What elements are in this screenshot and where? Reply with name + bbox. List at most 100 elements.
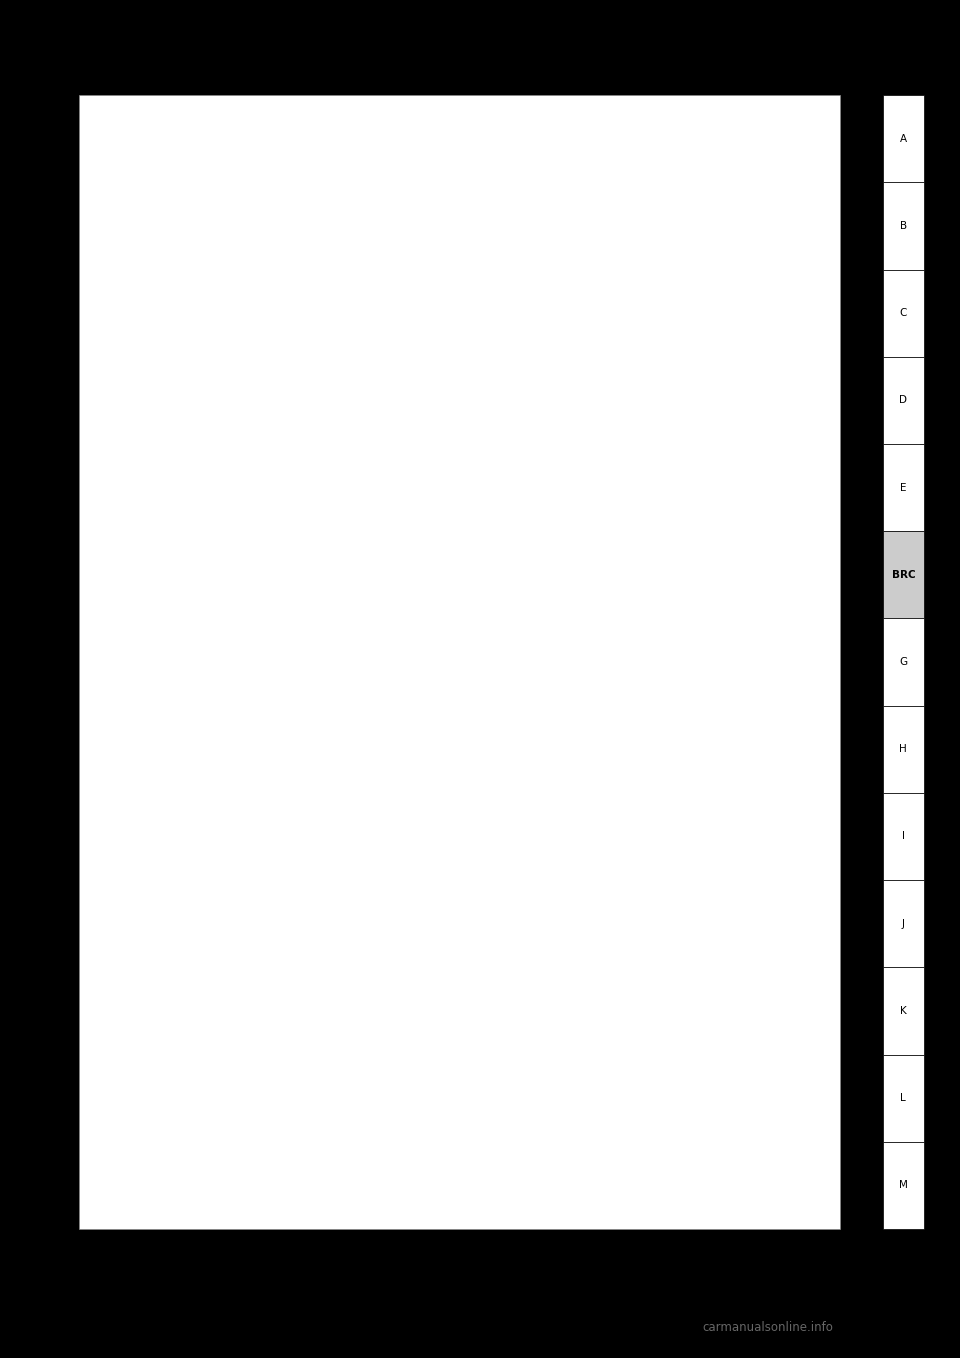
Text: 20: 20 <box>461 281 470 291</box>
Text: 6: 6 <box>543 1105 546 1109</box>
Text: FUSE BLOCK
(J/B): FUSE BLOCK (J/B) <box>505 232 558 253</box>
Text: 15: 15 <box>383 1105 390 1109</box>
Text: 29: 29 <box>400 1135 407 1141</box>
Bar <box>220 854 257 889</box>
Text: 18: 18 <box>594 1135 601 1141</box>
Text: TO LT-STOP/L: TO LT-STOP/L <box>687 759 742 769</box>
Text: E: E <box>900 482 906 493</box>
Text: H: H <box>900 744 907 754</box>
Text: C: C <box>900 308 907 318</box>
Text: 10A: 10A <box>251 240 265 250</box>
Text: 27: 27 <box>436 1135 443 1141</box>
Text: E8: E8 <box>324 340 335 349</box>
Text: BRC: BRC <box>892 570 915 580</box>
Text: 7: 7 <box>525 1105 529 1109</box>
Text: 43: 43 <box>233 354 244 364</box>
Text: STOP
LAMP
SW: STOP LAMP SW <box>395 957 425 990</box>
Bar <box>167 1095 185 1122</box>
Circle shape <box>219 310 228 323</box>
Text: 82: 82 <box>255 281 265 291</box>
Text: 1: 1 <box>631 1105 635 1109</box>
FancyBboxPatch shape <box>737 1032 790 1074</box>
Text: G/R: G/R <box>246 841 261 849</box>
Text: ABS
ACTUATOR
AND ELECTRIC
UNIT
(CONTROL
UNIT): ABS ACTUATOR AND ELECTRIC UNIT (CONTROL … <box>726 900 787 961</box>
Text: DEPRESSED: DEPRESSED <box>456 539 501 547</box>
Bar <box>220 341 257 378</box>
Text: 41: 41 <box>197 1135 204 1141</box>
Text: 35: 35 <box>197 1105 204 1109</box>
Bar <box>189 215 288 340</box>
Text: 3: 3 <box>596 1105 599 1109</box>
Text: IGNITION SWITCH
ON OR START: IGNITION SWITCH ON OR START <box>198 160 272 181</box>
Text: 2: 2 <box>129 1211 133 1217</box>
Text: 44: 44 <box>125 1135 132 1141</box>
FancyBboxPatch shape <box>568 561 625 604</box>
Text: 21: 21 <box>541 1135 548 1141</box>
Text: 30: 30 <box>383 1135 390 1141</box>
Text: E8
W: E8 W <box>294 1115 303 1134</box>
Circle shape <box>443 580 453 596</box>
Text: B: B <box>900 221 907 231</box>
Bar <box>449 270 481 301</box>
Text: 43: 43 <box>149 1135 156 1141</box>
Text: P/L: P/L <box>615 759 628 769</box>
Text: W: W <box>235 1217 242 1225</box>
Text: P/B: P/B <box>452 841 466 849</box>
Bar <box>425 341 463 378</box>
Text: 38: 38 <box>269 1135 276 1141</box>
Bar <box>375 1093 658 1156</box>
Text: RELEASED: RELEASED <box>360 600 400 610</box>
Text: 10: 10 <box>470 1105 477 1109</box>
Text: 29: 29 <box>233 868 244 876</box>
Text: 17: 17 <box>439 868 449 876</box>
Bar <box>323 1093 383 1156</box>
Text: 34: 34 <box>221 1105 228 1109</box>
Text: E111: E111 <box>199 1196 218 1205</box>
Text: 10A: 10A <box>456 240 470 250</box>
Bar <box>117 1093 284 1156</box>
Bar <box>356 509 532 622</box>
Text: G: G <box>900 657 907 667</box>
Text: P/L: P/L <box>493 759 506 769</box>
Bar <box>425 854 463 889</box>
Text: E51
GY: E51 GY <box>666 1115 681 1134</box>
Bar <box>395 215 493 340</box>
Text: R/Y: R/Y <box>453 397 467 406</box>
FancyBboxPatch shape <box>532 1134 585 1177</box>
Bar <box>493 1093 540 1109</box>
Bar <box>438 765 450 793</box>
Text: K: K <box>900 1006 907 1016</box>
Circle shape <box>424 310 434 323</box>
Text: 22: 22 <box>523 1135 530 1141</box>
Text: 1: 1 <box>157 1211 161 1217</box>
Text: A: A <box>900 133 907 144</box>
Text: 23: 23 <box>506 1135 513 1141</box>
Text: STOP
LAMP
SWITCH: STOP LAMP SWITCH <box>543 523 576 553</box>
Text: 39: 39 <box>245 1135 252 1141</box>
Text: 13: 13 <box>418 1105 424 1109</box>
Text: 4: 4 <box>578 1105 582 1109</box>
Bar <box>178 906 612 1042</box>
Text: H.S.: H.S. <box>352 1131 372 1139</box>
Text: 24: 24 <box>489 1135 495 1141</box>
Text: 3: 3 <box>442 448 446 456</box>
Bar <box>391 172 497 220</box>
Text: 4: 4 <box>442 638 446 648</box>
FancyBboxPatch shape <box>528 255 581 297</box>
Text: REFER TO THE FOLLOWING.: REFER TO THE FOLLOWING. <box>536 1109 664 1119</box>
Text: 26: 26 <box>453 1135 460 1141</box>
Text: 3: 3 <box>157 1184 161 1190</box>
Text: IGN: IGN <box>236 968 256 979</box>
Text: 5: 5 <box>561 1105 564 1109</box>
Text: 42: 42 <box>173 1135 180 1141</box>
Text: IPDM E/R
(INTELLIGENT
POWER
DISTRIBUTION
MODULE
ENGINE ROOM): IPDM E/R (INTELLIGENT POWER DISTRIBUTION… <box>300 249 358 310</box>
Text: 2: 2 <box>613 1105 616 1109</box>
Text: E111: E111 <box>587 579 606 587</box>
Text: D: D <box>900 395 907 405</box>
Text: 4: 4 <box>129 1184 133 1190</box>
Text: G/R: G/R <box>248 397 263 406</box>
Bar <box>244 270 276 301</box>
Text: 33: 33 <box>245 1105 252 1109</box>
Bar <box>524 1093 813 1200</box>
Text: E101: E101 <box>545 272 564 281</box>
